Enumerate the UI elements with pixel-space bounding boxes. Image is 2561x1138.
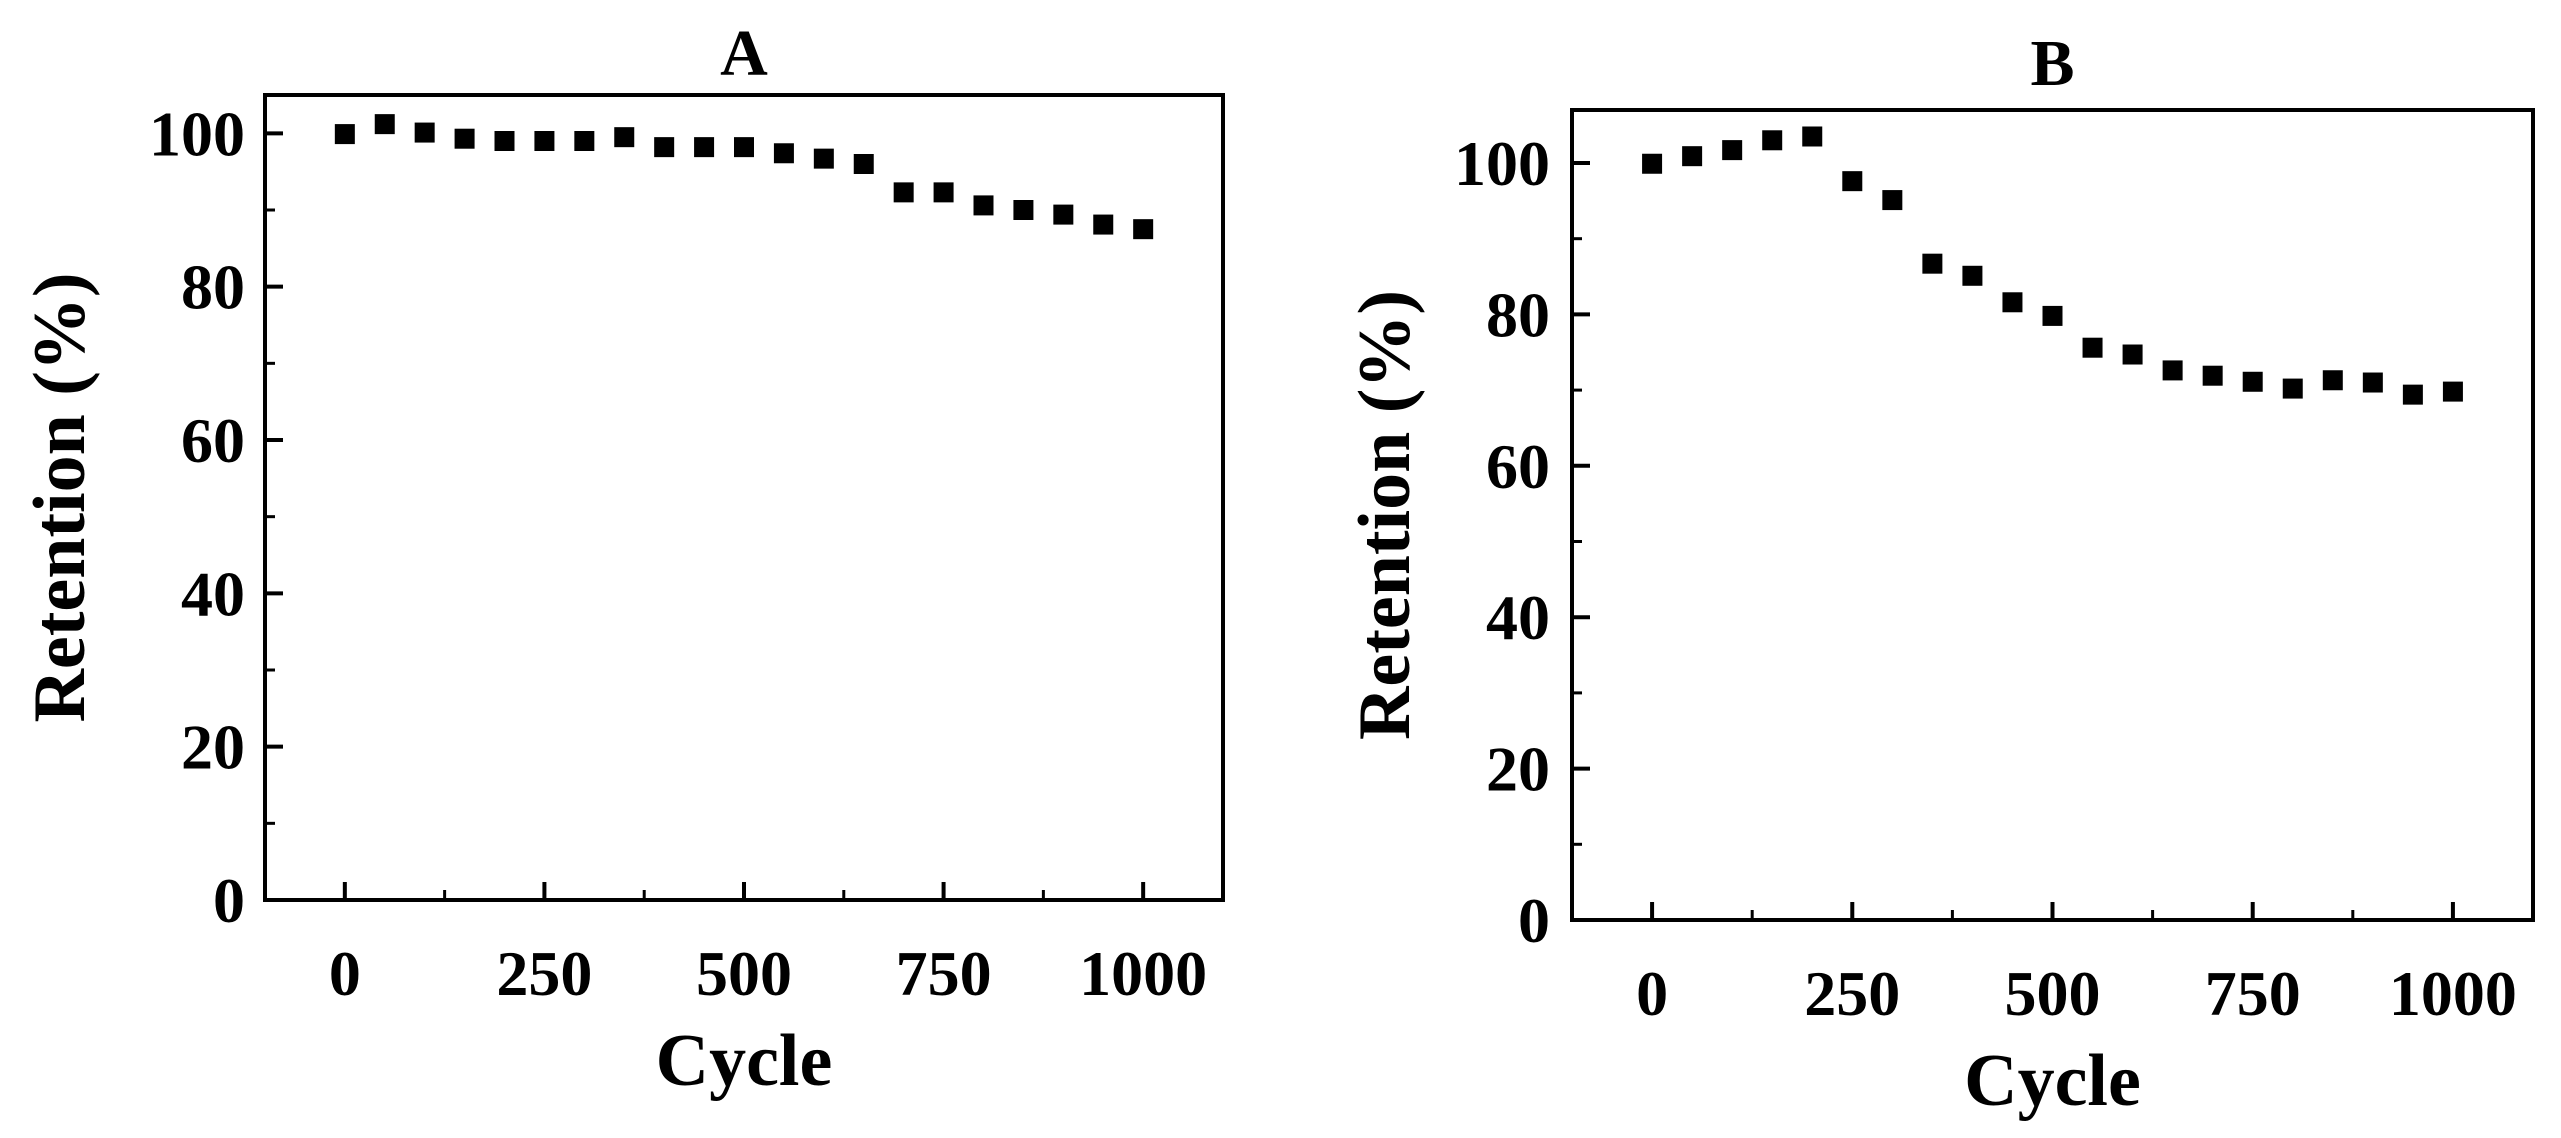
data-point-a-5 <box>534 131 555 151</box>
chart-title-b: B <box>2030 27 2074 100</box>
data-point-a-0 <box>334 124 355 145</box>
x-tick-label-b-0: 0 <box>1636 958 1668 1029</box>
y-tick-label-b-1: 20 <box>1486 734 1550 805</box>
data-point-a-4 <box>494 131 515 151</box>
x-axis-title-a: Cycle <box>656 1020 833 1102</box>
data-point-a-14 <box>893 182 914 203</box>
data-point-a-11 <box>773 143 794 164</box>
x-tick-label-a-0: 0 <box>329 938 361 1009</box>
data-point-a-6 <box>574 131 595 151</box>
data-point-b-0 <box>1642 153 1663 174</box>
x-tick-label-a-3: 750 <box>896 938 992 1009</box>
data-point-b-6 <box>1882 190 1903 211</box>
y-tick-label-a-0: 0 <box>213 865 245 936</box>
plot-frame-a <box>263 93 1225 902</box>
y-axis-title-a: Retention (%) <box>19 272 101 722</box>
x-tick-label-a-2: 500 <box>696 938 792 1009</box>
data-point-a-13 <box>853 154 874 174</box>
data-point-b-12 <box>2122 344 2143 365</box>
y-tick-label-a-4: 80 <box>181 252 245 323</box>
x-axis-title-b: Cycle <box>1964 1040 2141 1122</box>
x-tick-label-b-4: 1000 <box>2389 958 2517 1029</box>
data-point-b-16 <box>2282 378 2303 399</box>
data-point-b-10 <box>2042 305 2063 326</box>
y-tick-label-b-4: 80 <box>1486 279 1550 350</box>
data-point-b-5 <box>1842 171 1863 192</box>
data-point-b-2 <box>1722 140 1743 161</box>
y-axis-title-b: Retention (%) <box>1344 290 1426 740</box>
data-point-a-18 <box>1053 204 1074 225</box>
chart-panel-a: 0 250 500 750 1000 0 20 40 60 80 100 A Cycle Retentio… <box>19 17 1225 1102</box>
chart-panel-b: 0 250 500 750 1000 0 20 40 60 80 100 B Cycle Retentio… <box>1344 27 2535 1122</box>
y-tick-label-b-3: 60 <box>1486 431 1550 502</box>
y-tick-label-b-0: 0 <box>1518 885 1550 956</box>
y-tick-label-a-1: 20 <box>181 712 245 783</box>
y-tick-label-a-5: 100 <box>149 98 245 169</box>
x-tick-label-b-2: 500 <box>2005 958 2101 1029</box>
plot-frame-b <box>1570 108 2535 922</box>
data-point-b-11 <box>2082 337 2103 358</box>
data-point-b-15 <box>2242 371 2263 392</box>
data-point-a-20 <box>1133 219 1154 240</box>
data-point-a-1 <box>374 114 395 135</box>
data-point-b-1 <box>1682 146 1703 167</box>
x-tick-label-b-1: 250 <box>1804 958 1900 1029</box>
data-point-a-10 <box>734 137 754 158</box>
data-point-b-7 <box>1922 253 1943 274</box>
data-point-a-8 <box>654 137 675 158</box>
data-point-a-16 <box>973 195 994 216</box>
data-point-b-9 <box>2002 292 2023 313</box>
data-point-a-9 <box>694 137 715 158</box>
y-tick-label-b-5: 100 <box>1454 128 1550 199</box>
data-point-b-4 <box>1802 126 1823 147</box>
y-tick-label-a-3: 60 <box>181 405 245 476</box>
x-tick-label-a-4: 1000 <box>1079 938 1207 1009</box>
data-point-b-17 <box>2322 370 2343 391</box>
data-point-b-8 <box>1962 265 1983 286</box>
y-tick-label-b-2: 40 <box>1486 582 1550 653</box>
x-tick-label-b-3: 750 <box>2205 958 2301 1029</box>
data-point-b-20 <box>2442 381 2463 402</box>
data-point-b-3 <box>1762 130 1783 151</box>
x-tick-label-a-1: 250 <box>496 938 592 1009</box>
data-point-a-3 <box>454 128 475 149</box>
data-point-b-18 <box>2362 372 2383 393</box>
data-point-a-15 <box>933 182 954 203</box>
data-point-b-14 <box>2202 365 2223 386</box>
data-point-a-2 <box>414 122 435 143</box>
data-point-a-19 <box>1093 214 1114 235</box>
chart-title-a: A <box>720 17 768 90</box>
y-tick-label-a-2: 40 <box>181 558 245 629</box>
data-point-a-12 <box>813 148 834 169</box>
data-point-a-7 <box>614 127 635 148</box>
data-point-b-13 <box>2162 360 2183 381</box>
data-point-b-19 <box>2402 384 2423 405</box>
data-point-a-17 <box>1013 200 1034 220</box>
